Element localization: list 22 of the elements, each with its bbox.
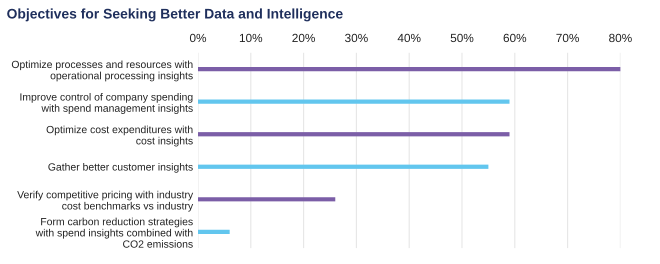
y-tick-label: Optimize cost expenditures with cost insights xyxy=(46,126,193,146)
y-tick-label: Verify competitive pricing with industry cost benchmarks vs industry xyxy=(17,190,194,212)
y-tick-label: Improve control of company spending with spend management insights xyxy=(20,93,193,114)
bar xyxy=(198,100,510,104)
chart-title: Objectives for Seeking Better Data and Intelligence xyxy=(7,8,343,22)
y-tick-label: Form carbon reduction strategies with spend insights combined with CO2 emissions xyxy=(36,218,193,248)
bar xyxy=(198,66,620,72)
bar xyxy=(198,230,230,234)
y-tick-label: Optimize processes and resources with operational processing insights xyxy=(12,60,193,82)
x-tick-label: 0% xyxy=(190,34,206,42)
bar xyxy=(198,164,488,169)
y-tick-label: Gather better customer insights xyxy=(48,162,193,173)
x-tick-label: 40% xyxy=(398,34,421,42)
x-tick-label: 30% xyxy=(345,34,368,42)
x-tick-label: 10% xyxy=(240,34,262,42)
x-tick-label: 70% xyxy=(556,34,579,42)
x-tick-label: 80% xyxy=(609,34,632,42)
bar xyxy=(198,132,510,136)
x-tick-label: 60% xyxy=(504,34,526,42)
x-tick-label: 50% xyxy=(450,34,474,42)
bar xyxy=(198,197,336,202)
x-tick-label: 20% xyxy=(292,34,315,42)
